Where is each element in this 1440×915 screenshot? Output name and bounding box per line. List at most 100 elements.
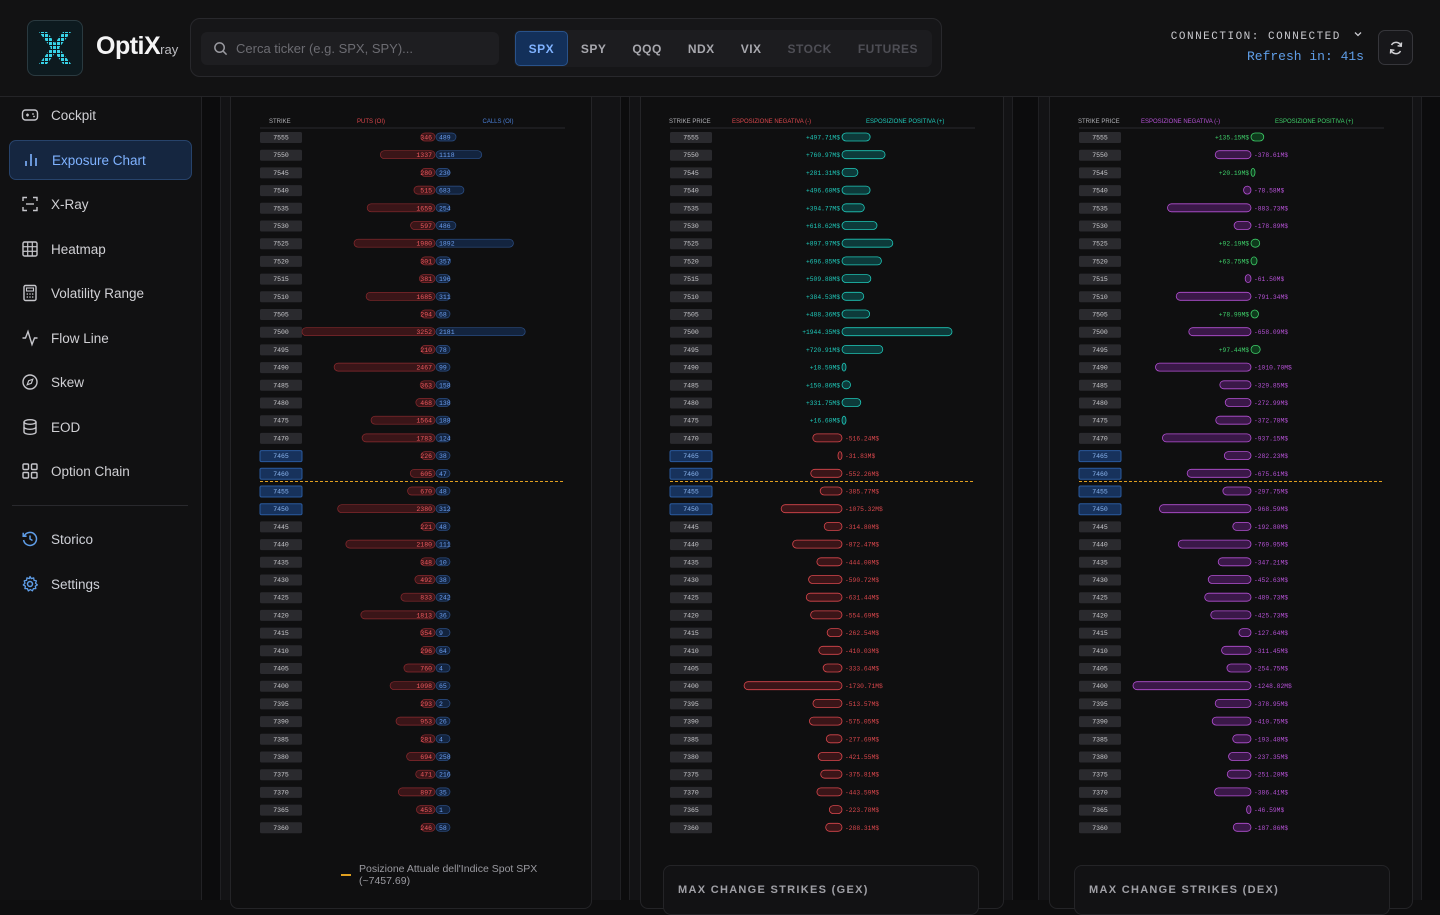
strike-cell <box>1079 432 1121 444</box>
ticker-tab-ndx[interactable]: NDX <box>687 41 715 56</box>
call-value-label: 486 <box>439 223 451 230</box>
gex-column: STRIKE PRICE ESPOSIZIONE NEGATIVA (-) ESPO… <box>629 97 1013 915</box>
strike-label: 7475 <box>683 418 699 425</box>
call-bar <box>435 557 451 567</box>
strike-cell <box>260 645 302 657</box>
negative-exposure-bar <box>816 557 843 567</box>
negative-exposure-bar <box>1177 539 1252 549</box>
negative-exposure-bar <box>816 787 843 797</box>
sidebar-item-storico[interactable]: Storico <box>9 519 192 559</box>
sidebar-item-cockpit[interactable]: Cockpit <box>9 95 192 135</box>
call-value-label: 4 <box>439 666 443 673</box>
call-bar <box>435 238 514 248</box>
put-bar <box>420 345 436 354</box>
put-value-label: 2180 <box>416 542 432 549</box>
strike-label: 7475 <box>273 418 289 425</box>
search-toolbar: SPX SPY QQQ NDX VIX STOCK FUTURES <box>190 18 942 77</box>
strike-cell <box>670 592 712 604</box>
put-value-label: 381 <box>420 276 432 283</box>
call-bar <box>435 575 451 584</box>
brand-name: OptiXray <box>96 32 179 60</box>
strike-label: 7525 <box>1092 241 1108 248</box>
strike-label: 7460 <box>683 471 699 478</box>
ticker-tab-qqq[interactable]: QQQ <box>632 41 662 56</box>
strike-cell <box>260 609 302 621</box>
negative-exposure-bar <box>1222 486 1252 496</box>
negative-exposure-bar <box>1244 274 1252 284</box>
call-bar <box>435 805 451 814</box>
call-value-label: 312 <box>439 506 451 513</box>
exposure-value-label: -46.59M$ <box>1254 807 1284 814</box>
strike-cell <box>670 769 712 781</box>
call-bar <box>435 787 451 797</box>
strike-cell <box>260 255 302 267</box>
put-bar <box>419 380 436 390</box>
sidebar-item-exposure-chart[interactable]: Exposure Chart <box>9 140 192 180</box>
call-value-label: 58 <box>439 825 447 832</box>
ticker-tab-futures[interactable]: FUTURES <box>857 41 918 56</box>
refresh-button[interactable] <box>1378 30 1413 65</box>
strike-cell <box>670 733 712 745</box>
put-bar <box>420 256 436 266</box>
strike-cell <box>260 362 302 374</box>
logo[interactable] <box>27 20 83 76</box>
strike-cell <box>1079 574 1121 586</box>
positive-exposure-bar <box>1250 309 1259 319</box>
connection-status[interactable]: CONNECTION: CONNECTED <box>1171 29 1363 43</box>
strike-label: 7420 <box>273 612 289 619</box>
sidebar-item-settings[interactable]: Settings <box>9 564 192 604</box>
positive-exposure-bar <box>841 238 894 248</box>
put-value-label: 492 <box>420 577 432 584</box>
strike-label: 7480 <box>273 400 289 407</box>
strike-label: 7510 <box>1092 294 1108 301</box>
strike-label: 7380 <box>1092 754 1108 761</box>
put-bar <box>345 539 436 549</box>
sidebar-item-x-ray[interactable]: X-Ray <box>9 184 192 224</box>
exposure-value-label: -237.35M$ <box>1254 754 1288 761</box>
sidebar-item-volatility-range[interactable]: Volatility Range <box>9 273 192 313</box>
strike-cell <box>670 238 712 250</box>
strike-cell <box>1079 804 1121 816</box>
ticker-tab-spy[interactable]: SPY <box>580 41 607 56</box>
sidebar-item-skew[interactable]: Skew <box>9 362 192 402</box>
exposure-value-label: -372.78M$ <box>1254 418 1288 425</box>
sidebar-item-eod[interactable]: EOD <box>9 407 192 447</box>
sidebar-item-flow-line[interactable]: Flow Line <box>9 318 192 358</box>
call-value-label: 1892 <box>439 241 455 248</box>
strike-cell <box>1079 592 1121 604</box>
sidebar-item-option-chain[interactable]: Option Chain <box>9 451 192 491</box>
ticker-tab-vix[interactable]: VIX <box>740 41 762 56</box>
strike-label: 7535 <box>683 205 699 212</box>
search-input[interactable] <box>236 41 486 56</box>
strike-label: 7515 <box>1092 276 1108 283</box>
call-value-label: 99 <box>439 365 447 372</box>
strike-label: 7455 <box>1092 489 1108 496</box>
strike-label: 7435 <box>683 559 699 566</box>
call-bar <box>435 291 451 301</box>
sidebar-item-heatmap[interactable]: Heatmap <box>9 229 192 269</box>
exposure-value-label: +618.62M$ <box>806 223 840 230</box>
strike-label: 7515 <box>683 276 699 283</box>
open-interest-chart: STRIKE PUTS (OI) CALLS (OI) 7555 7550 7545 754… <box>230 97 592 909</box>
strike-label: 7530 <box>683 223 699 230</box>
strike-cell <box>670 680 712 692</box>
strike-label: 7535 <box>1092 205 1108 212</box>
strike-cell <box>260 751 302 763</box>
max-change-strikes-dex[interactable]: MAX CHANGE STRIKES (DEX) <box>1074 865 1390 915</box>
ticker-tab-spx[interactable]: SPX <box>515 31 568 66</box>
max-change-strikes-gex[interactable]: MAX CHANGE STRIKES (GEX) <box>663 865 979 915</box>
exposure-value-label: -61.50M$ <box>1254 276 1284 283</box>
strike-cell <box>670 663 712 674</box>
dex-column: STRIKE PRICE ESPOSIZIONE NEGATIVA (-) ESPO… <box>1038 97 1422 915</box>
exposure-value-label: +63.75M$ <box>1219 258 1249 265</box>
exposure-value-label: +760.97M$ <box>806 152 840 159</box>
activity-icon <box>22 329 38 347</box>
exposure-value-label: -178.89M$ <box>1254 223 1288 230</box>
exposure-value-label: -489.73M$ <box>1254 595 1288 602</box>
sidebar-item-label: Skew <box>51 374 85 390</box>
negative-exposure-bar <box>1217 557 1252 567</box>
exposure-value-label: -385.77M$ <box>845 489 879 496</box>
ticker-tab-stock[interactable]: STOCK <box>787 41 832 56</box>
search-box[interactable] <box>201 32 499 65</box>
spot-line-swatch <box>341 874 351 876</box>
